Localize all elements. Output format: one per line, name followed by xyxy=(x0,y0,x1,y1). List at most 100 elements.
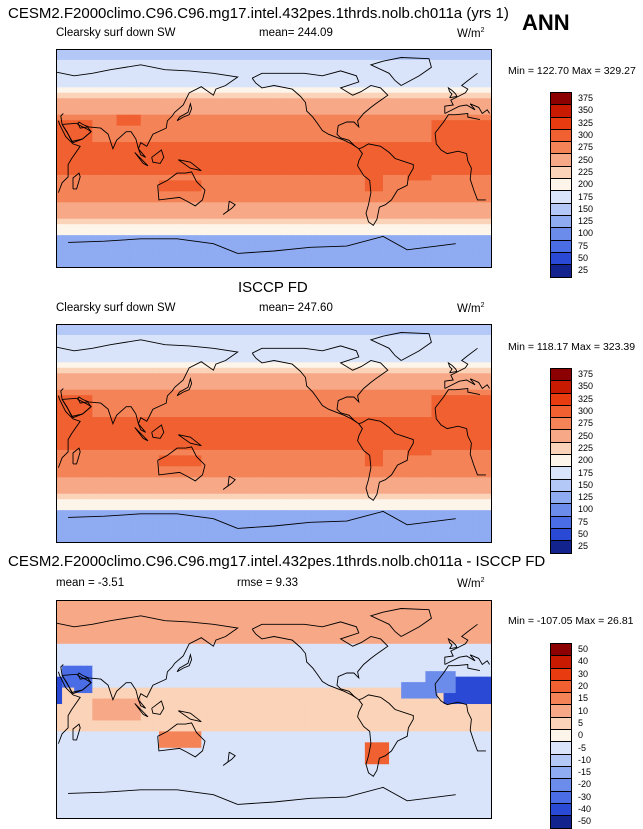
colorbar-label: 325 xyxy=(578,118,593,128)
map-cell xyxy=(153,230,160,236)
map-cell xyxy=(274,164,281,170)
map-cell xyxy=(147,164,154,170)
map-cell xyxy=(262,159,269,165)
map-cell xyxy=(201,224,208,230)
map-cell xyxy=(92,98,99,104)
map-cell xyxy=(341,180,348,186)
map-cell xyxy=(165,213,172,219)
map-cell xyxy=(232,335,239,341)
map-cell xyxy=(407,115,414,121)
map-cell xyxy=(298,444,305,450)
map-cell xyxy=(468,219,475,225)
map-cell xyxy=(86,208,93,214)
map-cell xyxy=(322,120,329,126)
map-cell xyxy=(68,60,75,66)
map-cell xyxy=(129,444,136,450)
map-cell xyxy=(250,472,257,478)
map-cell xyxy=(280,390,287,396)
map-cell xyxy=(244,76,251,82)
map-cell xyxy=(359,180,366,186)
map-cell xyxy=(129,390,136,396)
map-cell xyxy=(401,439,408,445)
map-cell xyxy=(468,120,475,126)
map-cell xyxy=(413,357,420,363)
map-cell xyxy=(129,477,136,483)
map-cell xyxy=(365,346,372,352)
map-cell xyxy=(474,395,481,401)
map-cell xyxy=(401,401,408,407)
map-cell xyxy=(377,252,384,258)
map-cell xyxy=(292,455,299,461)
map-cell xyxy=(147,466,154,472)
map-cell xyxy=(274,76,281,82)
map-cell xyxy=(407,137,414,143)
map-cell xyxy=(425,131,432,137)
map-cell xyxy=(444,213,451,219)
map-cell xyxy=(123,159,130,165)
map-cell xyxy=(177,202,184,208)
map-cell xyxy=(444,466,451,472)
map-cell xyxy=(74,257,81,263)
map-cell xyxy=(329,373,336,379)
map-cell xyxy=(244,159,251,165)
map-cell xyxy=(468,224,475,230)
map-cell xyxy=(304,257,311,263)
map-cell xyxy=(195,373,202,379)
map-cell xyxy=(419,417,426,423)
map-cell xyxy=(395,246,402,252)
map-cell xyxy=(183,450,190,456)
map-cell xyxy=(292,109,299,115)
map-cell xyxy=(207,444,214,450)
map-cell xyxy=(141,357,148,363)
map-cell xyxy=(347,175,354,181)
map-cell xyxy=(68,423,75,429)
map-cell xyxy=(462,213,469,219)
map-cell xyxy=(92,466,99,472)
map-cell xyxy=(286,257,293,263)
map-cell xyxy=(462,246,469,252)
map-cell xyxy=(468,423,475,429)
map-cell xyxy=(274,169,281,175)
map-cell xyxy=(183,76,190,82)
map-cell xyxy=(62,428,69,434)
map-cell xyxy=(201,230,208,236)
map-cell xyxy=(177,137,184,143)
map-cell xyxy=(353,208,360,214)
map-cell xyxy=(419,202,426,208)
map-cell xyxy=(98,246,105,252)
map-cell xyxy=(220,395,227,401)
map-cell xyxy=(335,60,342,66)
map-cell xyxy=(268,401,275,407)
map-cell xyxy=(316,230,323,236)
map-cell xyxy=(431,148,438,154)
map-cell xyxy=(92,87,99,93)
map-cell xyxy=(177,126,184,132)
map-cell xyxy=(123,54,130,60)
map-cell xyxy=(353,153,360,159)
map-cell xyxy=(207,351,214,357)
map-cell xyxy=(304,368,311,374)
map-cell xyxy=(329,472,336,478)
map-cell xyxy=(189,329,196,335)
map-cell xyxy=(419,412,426,418)
map-cell xyxy=(304,241,311,247)
map-cell xyxy=(304,252,311,258)
map-cell xyxy=(377,169,384,175)
map-cell xyxy=(207,76,214,82)
map-cell xyxy=(129,224,136,230)
map-cell xyxy=(153,235,160,241)
map-cell xyxy=(304,472,311,478)
map-cell xyxy=(286,379,293,385)
map-cell xyxy=(86,384,93,390)
map-cell xyxy=(171,137,178,143)
map-cell xyxy=(419,472,426,478)
map-cell xyxy=(80,76,87,82)
map-cell xyxy=(74,466,81,472)
map-cell xyxy=(322,87,329,93)
map-cell xyxy=(298,213,305,219)
map-cell xyxy=(195,230,202,236)
map-cell xyxy=(153,120,160,126)
map-cell xyxy=(244,120,251,126)
map-cell xyxy=(123,137,130,143)
map-cell xyxy=(341,98,348,104)
